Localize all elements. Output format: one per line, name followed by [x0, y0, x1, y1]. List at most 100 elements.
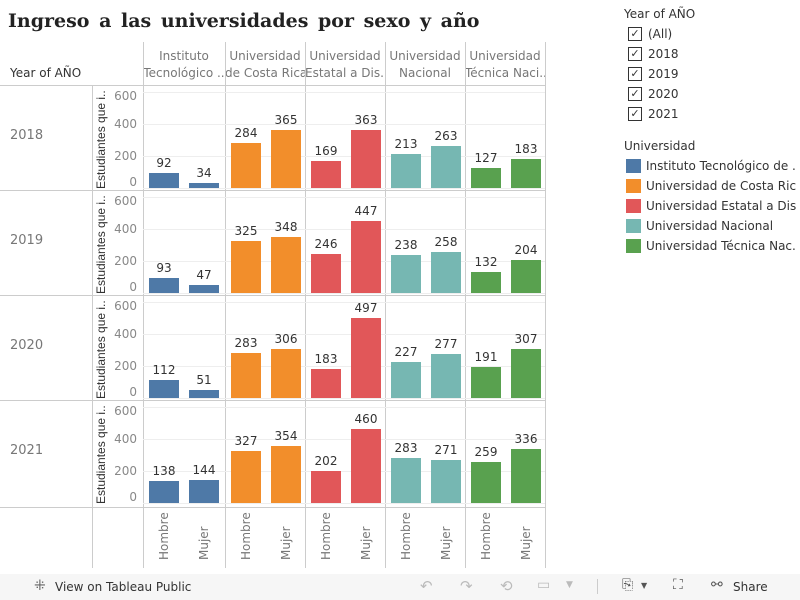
bar[interactable]: [189, 479, 219, 503]
x-tick-label: Mujer: [359, 526, 373, 560]
legend-item[interactable]: Instituto Tecnológico de ...: [646, 159, 796, 173]
axis-divider: [92, 85, 93, 568]
bar[interactable]: [431, 459, 461, 503]
checkbox[interactable]: ✓: [628, 87, 642, 101]
bar[interactable]: [351, 221, 381, 293]
bar[interactable]: [431, 353, 461, 398]
checkbox[interactable]: ✓: [628, 67, 642, 81]
redo-icon[interactable]: ↷: [460, 577, 473, 595]
revert-icon[interactable]: ⟲: [500, 577, 513, 595]
legend-item[interactable]: Universidad de Costa Rica: [646, 179, 796, 193]
bar[interactable]: [471, 367, 501, 398]
legend-item[interactable]: Universidad Nacional: [646, 219, 774, 233]
bar[interactable]: [189, 182, 219, 188]
column-header-line1: Universidad: [469, 49, 541, 63]
data-label: 112: [152, 363, 176, 378]
data-label: 191: [474, 350, 498, 365]
data-label: 204: [514, 243, 538, 258]
share-icon[interactable]: ⚯: [711, 577, 723, 593]
bar[interactable]: [311, 470, 341, 503]
gridline: [143, 261, 545, 262]
bar[interactable]: [311, 368, 341, 398]
bar[interactable]: [391, 457, 421, 503]
filter-option[interactable]: 2018: [648, 47, 679, 61]
bar[interactable]: [471, 271, 501, 293]
bar[interactable]: [231, 142, 261, 188]
legend-item[interactable]: Universidad Técnica Nac...: [646, 239, 796, 253]
legend-item[interactable]: Universidad Estatal a Dis...: [646, 199, 796, 213]
bar[interactable]: [271, 349, 301, 398]
bar[interactable]: [189, 389, 219, 398]
bar[interactable]: [511, 348, 541, 398]
bar[interactable]: [149, 480, 179, 503]
bar[interactable]: [311, 160, 341, 188]
bar[interactable]: [149, 380, 179, 398]
x-tick-label: Hombre: [319, 512, 333, 560]
bar[interactable]: [311, 253, 341, 293]
gridline: [143, 188, 545, 189]
bar[interactable]: [189, 285, 219, 293]
view-on-tableau-link[interactable]: View on Tableau Public: [55, 580, 192, 594]
bar[interactable]: [351, 129, 381, 188]
y-tick-label: 0: [129, 490, 137, 504]
bar[interactable]: [511, 260, 541, 293]
bar[interactable]: [231, 352, 261, 398]
bar[interactable]: [149, 278, 179, 293]
x-tick-label: Mujer: [197, 526, 211, 560]
legend-swatch: [626, 239, 641, 253]
bar[interactable]: [271, 237, 301, 293]
gridline: [143, 503, 545, 504]
share-button[interactable]: Share: [733, 580, 768, 594]
data-label: 202: [314, 453, 338, 468]
refresh-dropdown-icon[interactable]: ▼: [566, 580, 573, 590]
bar[interactable]: [431, 145, 461, 188]
download-dropdown-icon[interactable]: ▼: [641, 581, 648, 590]
bar[interactable]: [471, 167, 501, 188]
bar[interactable]: [231, 241, 261, 293]
filter-option[interactable]: 2021: [648, 107, 679, 121]
bar[interactable]: [351, 318, 381, 398]
column-divider: [305, 42, 306, 568]
refresh-icon[interactable]: ▭: [537, 577, 551, 593]
bar[interactable]: [391, 153, 421, 188]
bar[interactable]: [271, 446, 301, 503]
column-header-line1: Universidad: [389, 49, 461, 63]
data-label: 283: [394, 440, 418, 455]
row-divider: [0, 400, 545, 401]
row-divider: [0, 507, 545, 508]
data-label: 259: [474, 444, 498, 459]
bar[interactable]: [431, 251, 461, 293]
bar[interactable]: [391, 361, 421, 398]
bar[interactable]: [511, 449, 541, 503]
bar[interactable]: [149, 173, 179, 188]
column-header-line2: Estatal a Dis..: [305, 66, 385, 80]
y-tick-label: 0: [129, 385, 137, 399]
data-label: 183: [514, 141, 538, 156]
data-label: 497: [354, 301, 378, 316]
bar[interactable]: [471, 461, 501, 503]
undo-icon[interactable]: ↶: [420, 577, 433, 595]
gridline: [143, 229, 545, 230]
bar[interactable]: [351, 429, 381, 503]
gridline: [143, 197, 545, 198]
download-icon[interactable]: ⎘: [622, 577, 634, 593]
gridline: [143, 156, 545, 157]
y-axis-title: Estudiantes que i..: [95, 405, 108, 504]
filter-option[interactable]: (All): [648, 27, 673, 41]
column-header-line1: Instituto: [159, 49, 209, 63]
bar[interactable]: [511, 158, 541, 188]
x-tick-label: Hombre: [239, 512, 253, 560]
filter-option[interactable]: 2020: [648, 87, 679, 101]
column-divider: [385, 42, 386, 568]
fullscreen-icon[interactable]: ⛶: [673, 577, 683, 593]
checkbox[interactable]: ✓: [628, 47, 642, 61]
bar[interactable]: [271, 129, 301, 188]
column-header-line2: de Costa Rica: [225, 66, 305, 80]
data-label: 238: [394, 237, 418, 252]
bar[interactable]: [391, 254, 421, 293]
bar[interactable]: [231, 450, 261, 503]
checkbox[interactable]: ✓: [628, 27, 642, 41]
row-label-year: 2018: [10, 128, 44, 143]
checkbox[interactable]: ✓: [628, 107, 642, 121]
filter-option[interactable]: 2019: [648, 67, 679, 81]
